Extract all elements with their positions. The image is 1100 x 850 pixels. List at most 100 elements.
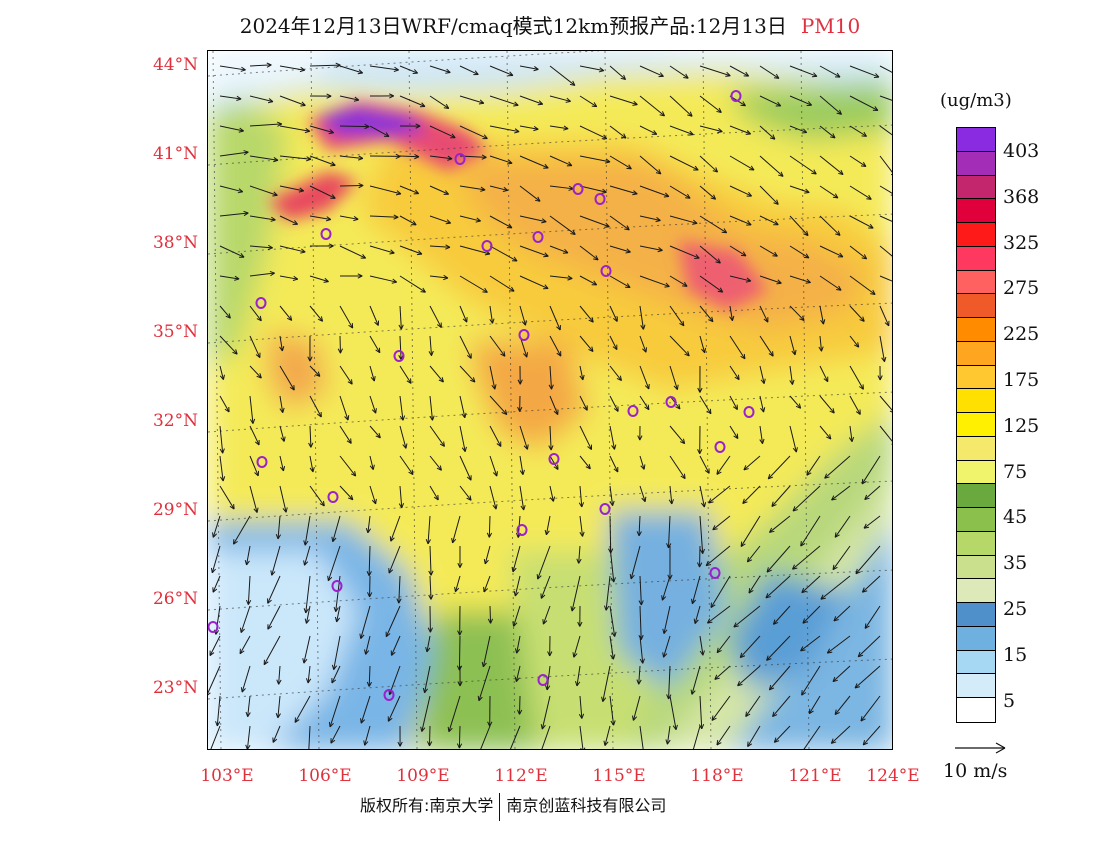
lat-label-35: 35°N <box>152 322 198 342</box>
wind-arrow-head <box>243 212 249 217</box>
wind-arrow <box>579 365 584 381</box>
wind-arrow <box>849 65 880 78</box>
wind-arrow <box>279 455 284 472</box>
wind-arrow-head <box>769 527 773 533</box>
wind-arrow-head <box>543 620 548 625</box>
wind-arrow-head <box>836 112 842 115</box>
wind-arrow-head <box>801 587 805 593</box>
wind-arrow-head <box>501 412 507 416</box>
wind-arrow-head <box>215 630 220 635</box>
wind-arrow-head <box>475 220 481 223</box>
wind-arrow-head <box>509 71 514 76</box>
wind-arrow-head <box>441 377 444 383</box>
city-marker <box>327 491 339 503</box>
wind-arrow <box>729 335 746 360</box>
wind-arrow <box>609 605 616 637</box>
wind-arrow-head <box>519 379 523 385</box>
wind-arrow-head <box>304 618 307 624</box>
wind-arrow-head <box>603 605 607 611</box>
wind-arrow-head <box>655 172 661 175</box>
wind-arrow-head <box>267 101 274 104</box>
wind-arrow-head <box>861 587 865 593</box>
wind-arrow <box>638 515 641 536</box>
wind-arrow-head <box>430 570 434 576</box>
wind-arrow <box>711 695 731 721</box>
wind-arrow <box>267 575 281 604</box>
wind-arrow-head <box>543 255 549 258</box>
wind-arrow-head <box>809 710 814 715</box>
wind-arrow <box>369 455 374 470</box>
wind-arrow <box>367 515 371 533</box>
wind-arrow-head <box>267 625 273 630</box>
wind-arrow <box>279 245 306 253</box>
wind-arrow-head <box>308 442 312 448</box>
wind-arrow-head <box>851 436 855 442</box>
wind-arrow-head <box>232 351 238 355</box>
wind-arrow-head <box>412 220 417 226</box>
wind-arrow-head <box>683 281 688 287</box>
wind-arrow <box>579 245 599 261</box>
wind-arrow <box>489 125 520 133</box>
wind-arrow <box>609 65 626 80</box>
city-marker <box>208 621 219 633</box>
wind-arrow-head <box>593 258 599 261</box>
wind-arrow-head <box>347 381 353 385</box>
wind-arrow-head <box>519 470 524 475</box>
wind-arrow-head <box>337 348 341 354</box>
wind-arrow-head <box>294 220 298 225</box>
wind-arrow-head <box>717 131 723 134</box>
wind-arrow <box>399 425 407 449</box>
wind-arrow <box>399 455 414 475</box>
wind-arrow <box>339 184 364 187</box>
wind-arrow-head <box>328 132 334 135</box>
wind-arrow <box>669 455 686 479</box>
wind-arrow-head <box>666 739 671 745</box>
wind-arrow <box>219 95 242 100</box>
wind-arrow-head <box>209 652 215 657</box>
color-bar-segment <box>957 151 995 176</box>
wind-arrow <box>639 275 670 288</box>
wind-arrow-head <box>210 567 213 573</box>
wind-arrow-head <box>745 711 747 717</box>
wind-arrow-head <box>535 199 541 202</box>
wind-arrow <box>219 455 224 482</box>
wind-arrow-head <box>633 190 638 195</box>
wind-arrow <box>849 155 867 167</box>
wind-arrow <box>699 125 723 133</box>
wind-arrow-head <box>432 415 435 421</box>
wind-arrow-head <box>454 586 456 592</box>
wind-arrow-head <box>333 606 337 612</box>
wind-arrow <box>705 545 731 567</box>
wind-arrow-head <box>861 478 864 485</box>
wind-arrow <box>879 215 892 222</box>
wind-arrow <box>515 665 521 682</box>
color-bar-segment <box>957 650 995 675</box>
wind-arrow-head <box>760 379 765 384</box>
wind-arrow-head <box>222 448 225 454</box>
wind-arrow-head <box>415 123 421 127</box>
wind-arrow-head <box>332 537 337 543</box>
wind-arrow-head <box>855 568 858 574</box>
wind-arrow <box>309 215 331 221</box>
wind-arrow <box>399 395 404 421</box>
wind-arrow <box>212 515 221 538</box>
wind-arrow-head <box>806 230 809 236</box>
wind-arrow-head <box>569 83 575 86</box>
wind-arrow <box>609 455 619 473</box>
wind-arrow-head <box>874 106 879 111</box>
city-marker <box>383 689 395 701</box>
wind-arrow <box>609 335 618 350</box>
wind-arrow-head <box>748 588 751 594</box>
wind-arrow-head <box>613 468 619 473</box>
wind-arrow-head <box>388 569 394 574</box>
wind-arrow-head <box>322 500 325 507</box>
wind-arrow <box>429 125 456 139</box>
wind-arrow-head <box>302 658 305 664</box>
wind-arrow-head <box>446 68 451 73</box>
wind-arrow-head <box>247 712 251 717</box>
wind-arrow-head <box>821 346 824 352</box>
wind-arrow-head <box>443 274 449 279</box>
wind-arrow-head <box>255 354 261 359</box>
wind-arrow <box>769 665 791 691</box>
wind-arrow-head <box>256 318 262 322</box>
